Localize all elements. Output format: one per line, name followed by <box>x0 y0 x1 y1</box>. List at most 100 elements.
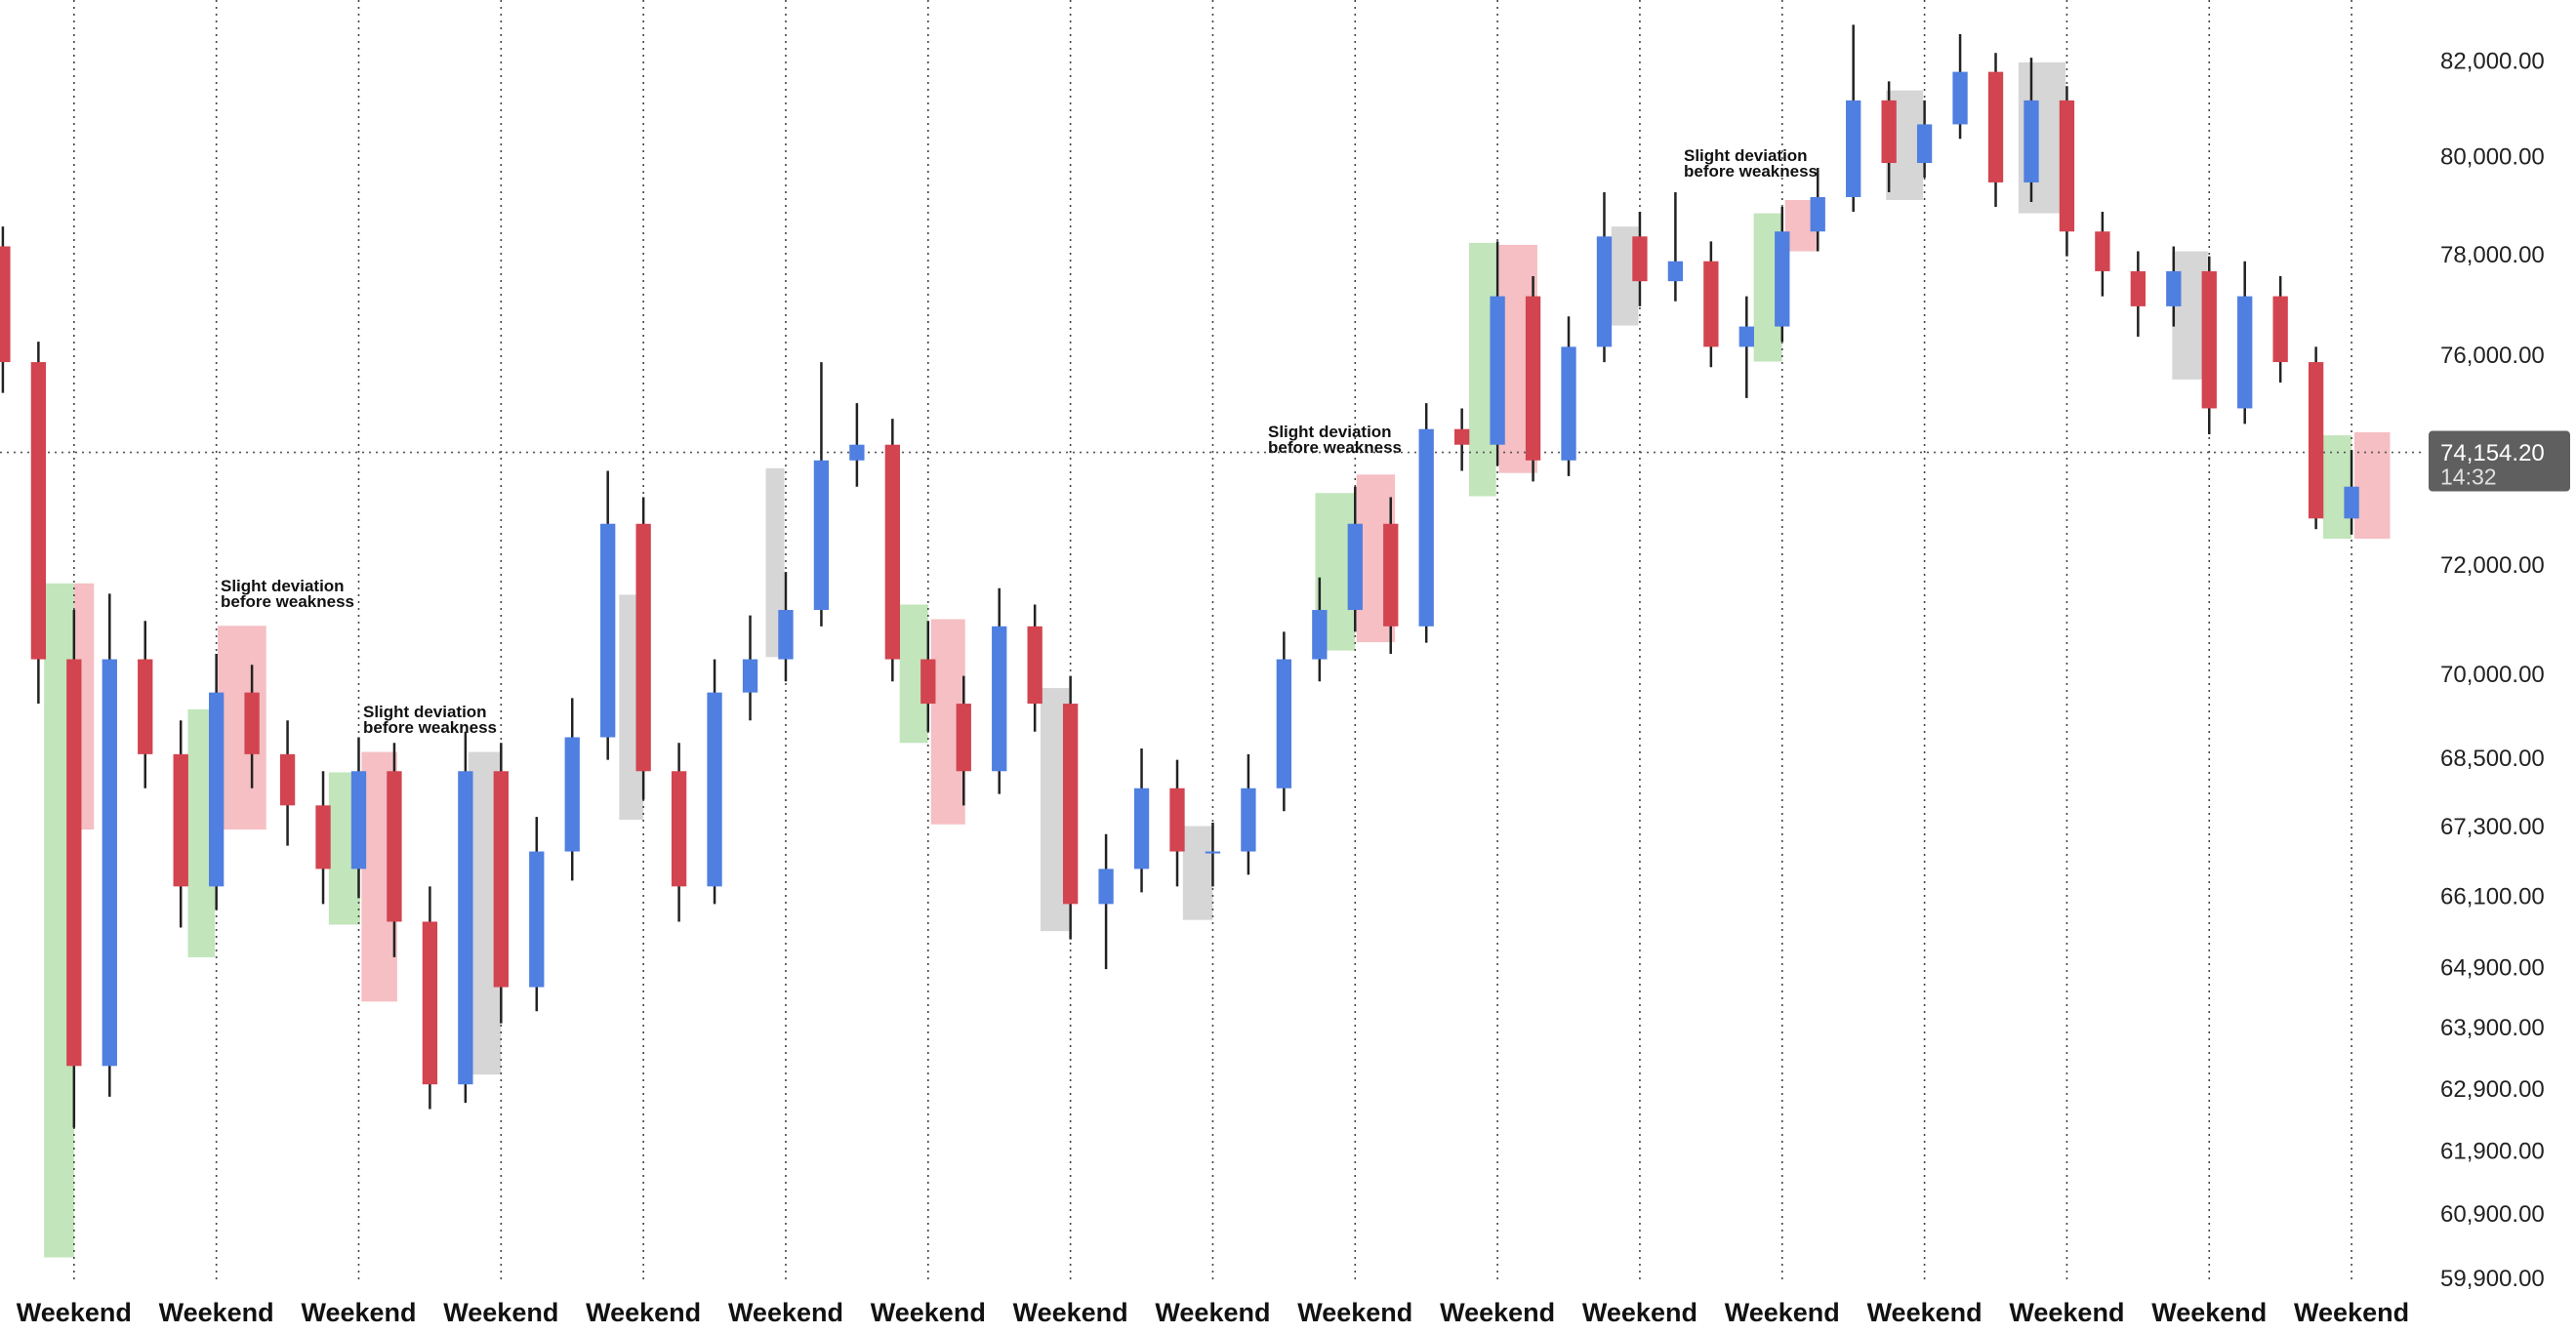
candle-body <box>1810 196 1825 232</box>
y-tick-label: 60,900.00 <box>2440 1201 2545 1228</box>
candle-body <box>30 362 47 660</box>
y-tick-label: 66,100.00 <box>2440 884 2545 910</box>
candle-body <box>2166 270 2182 306</box>
x-tick-label: Weekend <box>2294 1298 2409 1327</box>
y-tick-label: 80,000.00 <box>2440 143 2545 170</box>
candle-body <box>458 771 473 1085</box>
candle-body <box>2201 270 2217 409</box>
candle-body <box>529 851 545 988</box>
candle-body <box>1703 261 1719 347</box>
annotation: Slight deviation <box>363 703 487 721</box>
annotation: before weakness <box>363 718 497 737</box>
x-tick-label: Weekend <box>1013 1298 1128 1327</box>
candle-body <box>102 659 117 1067</box>
y-tick-label: 72,000.00 <box>2440 552 2545 579</box>
candle-body <box>920 659 936 705</box>
y-tick-label: 63,900.00 <box>2440 1015 2545 1041</box>
annotation: Slight deviation <box>1268 423 1392 441</box>
candle-body <box>1418 428 1434 627</box>
candle-body <box>1027 626 1043 705</box>
x-tick-label: Weekend <box>443 1298 558 1327</box>
price-tag <box>2429 430 2570 492</box>
y-tick-label: 68,500.00 <box>2440 746 2545 772</box>
candle-body <box>387 771 402 922</box>
candle-body <box>884 444 901 660</box>
candle-body <box>2130 270 2146 306</box>
candle-body <box>244 692 260 754</box>
candle-body <box>422 921 438 1085</box>
zones <box>44 61 2391 1258</box>
y-tick-label: 67,300.00 <box>2440 814 2545 840</box>
x-tick-label: Weekend <box>728 1298 843 1327</box>
price-tag-label: 74,154.20 <box>2440 440 2545 466</box>
candle-body <box>2095 231 2110 271</box>
y-tick-label: 78,000.00 <box>2440 242 2545 268</box>
x-tick-label: Weekend <box>2151 1298 2267 1327</box>
candle-body <box>1881 100 1897 164</box>
candle-body <box>1062 704 1079 905</box>
candle-body <box>209 692 225 887</box>
candle-body <box>1738 326 1754 347</box>
annotation: Slight deviation <box>1684 146 1808 165</box>
candle-body <box>1916 124 1933 164</box>
candle-body <box>2308 362 2324 519</box>
zone <box>765 467 785 658</box>
candle-body <box>1133 788 1150 869</box>
y-tick-label: 64,900.00 <box>2440 954 2545 981</box>
annotation: before weakness <box>221 592 354 611</box>
candle-body <box>1667 261 1684 282</box>
candle-body <box>849 444 865 461</box>
candle-body <box>564 737 580 852</box>
candle-body <box>0 246 11 363</box>
x-tick-label: Weekend <box>2009 1298 2124 1327</box>
candle-body <box>2024 100 2039 182</box>
x-tick-label: Weekend <box>17 1298 132 1327</box>
x-tick-label: Weekend <box>1867 1298 1983 1327</box>
candle-body <box>2272 296 2288 363</box>
candle-body <box>813 460 830 611</box>
candle-body <box>1169 788 1185 852</box>
candle-body <box>1347 523 1363 611</box>
candle-body <box>1383 523 1399 627</box>
annotation: before weakness <box>1684 162 1818 181</box>
candle-body <box>1987 71 2004 182</box>
candle-body <box>1952 71 1968 125</box>
y-tick-label: 62,900.00 <box>2440 1076 2545 1103</box>
candle-body <box>1596 236 1613 347</box>
candle-body <box>279 753 296 806</box>
candle-body <box>173 753 188 887</box>
y-tick-label: 59,900.00 <box>2440 1266 2545 1292</box>
x-tick-label: Weekend <box>871 1298 986 1327</box>
candle-body <box>2237 296 2253 409</box>
candle-body <box>2059 100 2075 232</box>
y-tick-label: 61,900.00 <box>2440 1139 2545 1165</box>
candle-body <box>1205 851 1221 854</box>
candle-body <box>1632 236 1648 282</box>
zone <box>2354 431 2391 540</box>
candle-body <box>315 805 331 869</box>
candle-body <box>1561 346 1576 461</box>
y-tick-label: 82,000.00 <box>2440 48 2545 74</box>
candle-body <box>992 626 1007 772</box>
candle-body <box>1775 231 1790 327</box>
y-tick-label: 76,000.00 <box>2440 343 2545 369</box>
candle-body <box>1276 659 1292 788</box>
x-tick-label: Weekend <box>159 1298 274 1327</box>
candle-body <box>742 659 758 693</box>
x-tick-label: Weekend <box>301 1298 416 1327</box>
y-tick-label: 70,000.00 <box>2440 662 2545 688</box>
candle-body <box>1490 296 1505 445</box>
candle-body <box>1846 100 1861 197</box>
candle-body <box>707 692 722 887</box>
candle-body <box>1454 428 1470 445</box>
candle-body <box>138 659 153 754</box>
x-tick-label: Weekend <box>586 1298 701 1327</box>
x-tick-label: Weekend <box>1440 1298 1555 1327</box>
candle-body <box>2344 486 2359 519</box>
x-tick-label: Weekend <box>1582 1298 1697 1327</box>
candle-body <box>493 771 509 988</box>
candle-body <box>1525 296 1541 461</box>
candle-body <box>635 523 651 772</box>
candle-body <box>350 771 367 869</box>
